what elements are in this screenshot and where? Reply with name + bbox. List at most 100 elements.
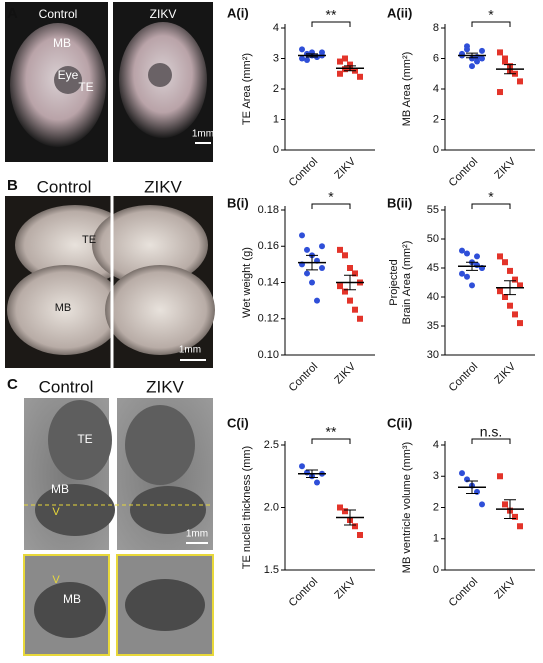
point	[342, 55, 348, 62]
brain	[92, 205, 208, 285]
point	[479, 47, 485, 54]
y-axis-label: TE Area (mm²)	[241, 53, 253, 125]
point	[342, 288, 348, 295]
panel-letter: C	[7, 376, 18, 393]
y-tick-label: 1.5	[264, 564, 279, 576]
panel-letter: B	[7, 177, 18, 194]
y-tick-label: 0.14	[258, 276, 279, 288]
significance: n.s.	[480, 424, 503, 440]
y-tick-label: 6	[433, 52, 439, 64]
eye	[148, 63, 172, 87]
significance-bracket	[471, 21, 511, 27]
error-bar	[466, 52, 478, 59]
point	[342, 66, 348, 73]
label: ZIKV	[144, 177, 182, 196]
y-tick-label: 0	[433, 144, 439, 156]
x-tick-label: ZIKV	[332, 575, 358, 601]
point	[517, 78, 523, 85]
point	[507, 267, 513, 274]
label: ZIKV	[150, 7, 177, 21]
y-tick-label: 2	[433, 501, 439, 513]
label: Control	[37, 177, 92, 196]
point	[337, 70, 343, 77]
point	[337, 283, 343, 290]
x-tick-label: Control	[447, 361, 481, 395]
point	[497, 288, 503, 295]
y-tick-label: 35	[427, 320, 439, 332]
point	[512, 513, 518, 520]
significance: *	[488, 7, 494, 23]
point	[464, 250, 470, 257]
point	[309, 279, 315, 286]
label: V	[52, 506, 60, 518]
label: MB	[55, 302, 72, 314]
y-tick-label: 0	[273, 144, 279, 156]
error-bar	[306, 254, 318, 271]
point	[337, 504, 343, 511]
panel-c: C Control ZIKV TE MB V 1mm V MB	[7, 376, 214, 656]
label: V	[52, 574, 60, 586]
y-axis-label: Projected	[388, 259, 400, 305]
label: TE	[78, 80, 93, 94]
chart-title: A(ii)	[387, 5, 412, 20]
mb	[34, 582, 106, 638]
error-bar	[344, 509, 356, 526]
scale: 1mm	[186, 529, 208, 540]
chart-title: B(i)	[227, 195, 249, 210]
y-tick-label: 1	[433, 533, 439, 545]
point	[304, 57, 310, 64]
scale: 1mm	[179, 345, 201, 356]
x-tick-label: Control	[287, 576, 321, 610]
point	[479, 55, 485, 62]
y-tick-label: 0.10	[258, 349, 279, 361]
point	[469, 55, 475, 62]
panel-letter: A	[7, 5, 18, 22]
point	[502, 259, 508, 266]
point	[304, 246, 310, 253]
y-tick-label: 50	[427, 233, 439, 245]
y-tick-label: 0.18	[258, 204, 279, 216]
error-bar	[504, 280, 516, 296]
point	[337, 58, 343, 65]
label: ZIKV	[146, 377, 184, 396]
x-tick-label: ZIKV	[492, 575, 518, 601]
brain	[7, 265, 123, 355]
y-tick-label: 4	[433, 83, 439, 95]
significance: **	[326, 424, 337, 440]
y-tick-label: 3	[433, 470, 439, 482]
chart-title: A(i)	[227, 5, 249, 20]
point	[474, 262, 480, 269]
point	[352, 306, 358, 313]
y-tick-label: 3	[273, 52, 279, 64]
y-tick-label: 0	[433, 564, 439, 576]
label: MB	[63, 592, 81, 606]
y-axis-label: MB ventricle volume (mm³)	[401, 442, 413, 573]
error-bar	[306, 53, 318, 58]
panel-b: B Control ZIKV TE MB 1mm	[5, 177, 215, 368]
mb	[130, 486, 206, 534]
point	[314, 297, 320, 304]
point	[304, 270, 310, 277]
point	[497, 49, 503, 56]
brain	[105, 265, 215, 355]
point	[469, 63, 475, 70]
significance-bracket	[471, 203, 511, 209]
point	[319, 243, 325, 250]
x-tick-label: ZIKV	[492, 360, 518, 386]
point	[459, 470, 465, 477]
point	[464, 46, 470, 53]
y-tick-label: 2.5	[264, 439, 279, 451]
x-tick-label: ZIKV	[492, 155, 518, 181]
te	[48, 400, 112, 480]
y-axis-label: TE nuclei thickness (mm)	[241, 446, 253, 569]
point	[517, 320, 523, 327]
y-tick-label: 4	[433, 439, 439, 451]
error-bar	[344, 65, 356, 72]
point	[319, 49, 325, 56]
label: MB	[51, 482, 69, 496]
y-tick-label: 2	[273, 83, 279, 95]
point	[512, 276, 518, 283]
point	[352, 270, 358, 277]
error-bar	[306, 469, 318, 478]
